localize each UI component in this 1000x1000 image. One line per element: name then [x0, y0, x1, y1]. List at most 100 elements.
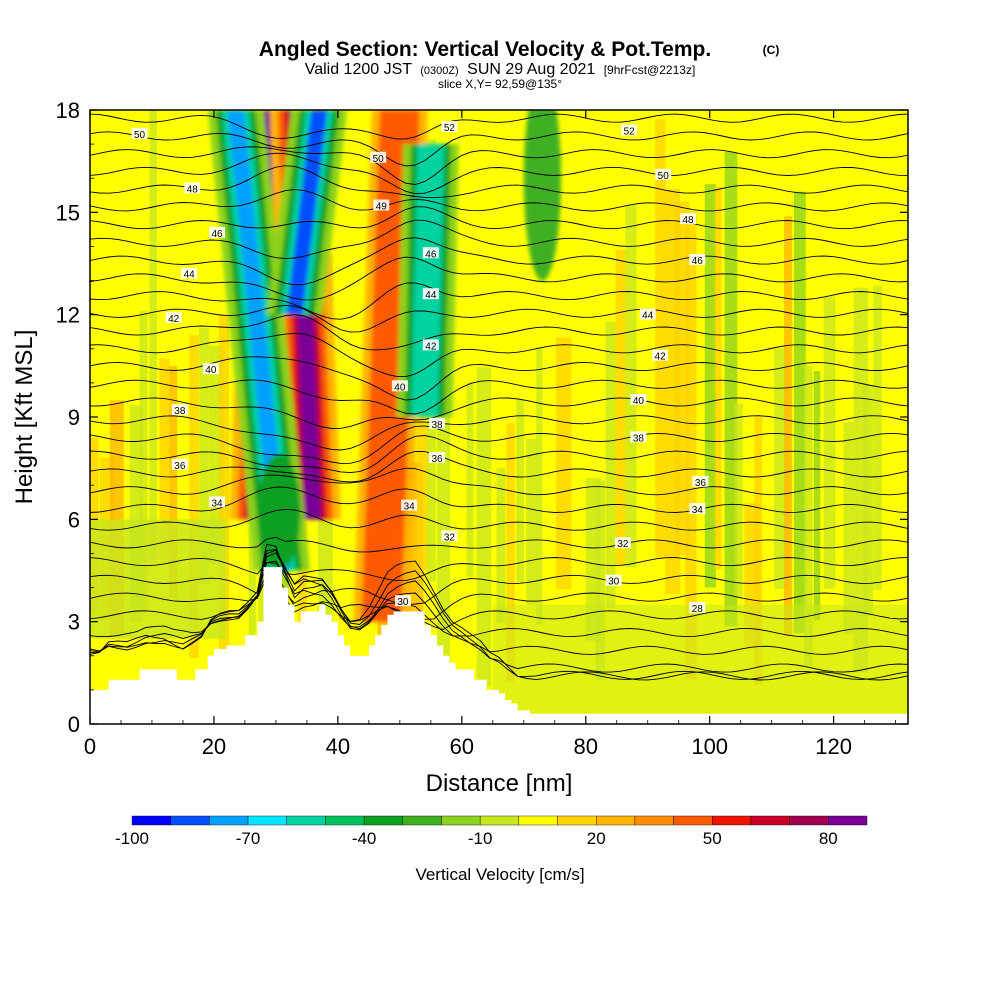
valid-prefix: Valid 1200 JST: [305, 61, 413, 78]
contour-label: 44: [642, 311, 654, 322]
contour-label-bg: [441, 121, 458, 133]
colorbar-segment: [170, 815, 210, 826]
theta-contour: [90, 314, 908, 351]
contour-label-bg: [680, 213, 697, 225]
x-axis-label: Distance [nm]: [426, 770, 573, 797]
colorbar-tick-label: 80: [819, 829, 838, 848]
contour-label-bg: [391, 380, 408, 392]
colorbar-segment: [712, 815, 752, 826]
valid-time-line: Valid 1200 JST (0300Z) SUN 29 Aug 2021 […: [305, 61, 696, 78]
contour-label: 40: [205, 365, 217, 376]
downdraft-pool: [257, 454, 301, 571]
contour-label-bg: [614, 537, 631, 549]
contour-label-bg: [441, 530, 458, 542]
colorbar-segment: [750, 815, 790, 826]
x-tick-label: 20: [202, 734, 226, 759]
contour-label: 42: [655, 352, 667, 363]
theta-contour: [90, 451, 908, 483]
theta-contour: [90, 256, 908, 301]
copyright-mark: (C): [763, 43, 780, 57]
contour-label: 46: [425, 249, 437, 260]
x-tick-label: 100: [691, 734, 728, 759]
theta-contour: [90, 549, 908, 673]
colorbar-segment: [325, 815, 365, 826]
downdraft-plume: [227, 110, 291, 571]
contour-label-bg: [689, 602, 706, 614]
contour-label: 34: [404, 502, 416, 513]
y-tick-label: 15: [56, 200, 80, 225]
theta-contour: [90, 356, 908, 401]
contour-label-bg: [630, 431, 647, 443]
theta-contour: [90, 304, 908, 333]
low-level-band: [90, 519, 227, 639]
slice-info: slice X,Y= 92,59@135°: [438, 77, 562, 91]
velocity-streak: [595, 480, 605, 681]
contour-label: 34: [692, 505, 704, 516]
velocity-streak: [803, 365, 813, 668]
contour-label-bg: [689, 503, 706, 515]
velocity-streak: [159, 358, 170, 560]
y-tick-label: 6: [68, 507, 80, 532]
contour-label-bg: [184, 182, 201, 194]
contour-label-bg: [655, 168, 672, 180]
updraft-plume: [373, 110, 408, 622]
theta-contour: [90, 219, 908, 260]
contour-label-bg: [394, 595, 411, 607]
colorbar-ticks: -100 -70 -40 -10 20 50 80: [115, 829, 838, 848]
theta-contour: [90, 152, 908, 195]
contour-label-bg: [209, 496, 226, 508]
x-tick-label: 120: [815, 734, 852, 759]
contour-label-bg: [131, 127, 148, 139]
contour-label: 49: [376, 202, 388, 213]
contour-label: 44: [184, 270, 196, 281]
theta-contour: [90, 560, 908, 638]
velocity-streak: [813, 371, 821, 621]
theta-contour: [90, 131, 908, 167]
theta-contour: [90, 574, 908, 606]
velocity-streak: [556, 337, 572, 590]
colorbar-segment: [673, 815, 713, 826]
velocity-streak: [169, 365, 178, 599]
contour-label: 36: [431, 454, 443, 465]
theta-contour: [90, 435, 908, 474]
contour-label: 42: [168, 314, 180, 325]
velocity-streak: [218, 315, 230, 658]
velocity-streak: [684, 211, 697, 680]
theta-contour: [90, 397, 908, 429]
contour-label: 52: [624, 126, 636, 137]
contour-label-bg: [202, 363, 219, 375]
downdraft-streak: [523, 110, 561, 281]
x-tick-label: 80: [574, 734, 598, 759]
contour-label: 50: [373, 154, 385, 165]
contour-label: 30: [397, 597, 409, 608]
y-tick-label: 0: [68, 712, 80, 737]
theta-contour: [90, 467, 908, 496]
x-tick-label: 40: [326, 734, 350, 759]
velocity-streak: [724, 151, 738, 627]
contour-label: 48: [682, 215, 694, 226]
theta-contour: [90, 146, 908, 185]
x-tick-label: 60: [450, 734, 474, 759]
velocity-streak: [605, 321, 616, 608]
contour-label: 50: [134, 130, 146, 141]
theta-contour: [90, 543, 908, 681]
theta-contour: [90, 486, 908, 513]
contour-label: 32: [444, 532, 456, 543]
velocity-streak: [615, 249, 626, 567]
theta-contour: [90, 282, 908, 320]
downdraft-plume: [286, 110, 328, 315]
contour-label-bg: [652, 349, 669, 361]
velocity-streak: [199, 328, 209, 585]
velocity-streak: [734, 403, 743, 598]
contour-label: 40: [394, 382, 406, 393]
contour-label-bg: [401, 499, 418, 511]
contour-label-bg: [692, 475, 709, 487]
velocity-streak: [139, 310, 148, 614]
theta-contour: [90, 557, 908, 582]
theta-contour: [90, 425, 908, 464]
y-tick-label: 3: [68, 610, 80, 635]
colorbar-segment: [634, 815, 674, 826]
colorbar-segment: [209, 815, 249, 826]
contour-label-bg: [422, 247, 439, 259]
